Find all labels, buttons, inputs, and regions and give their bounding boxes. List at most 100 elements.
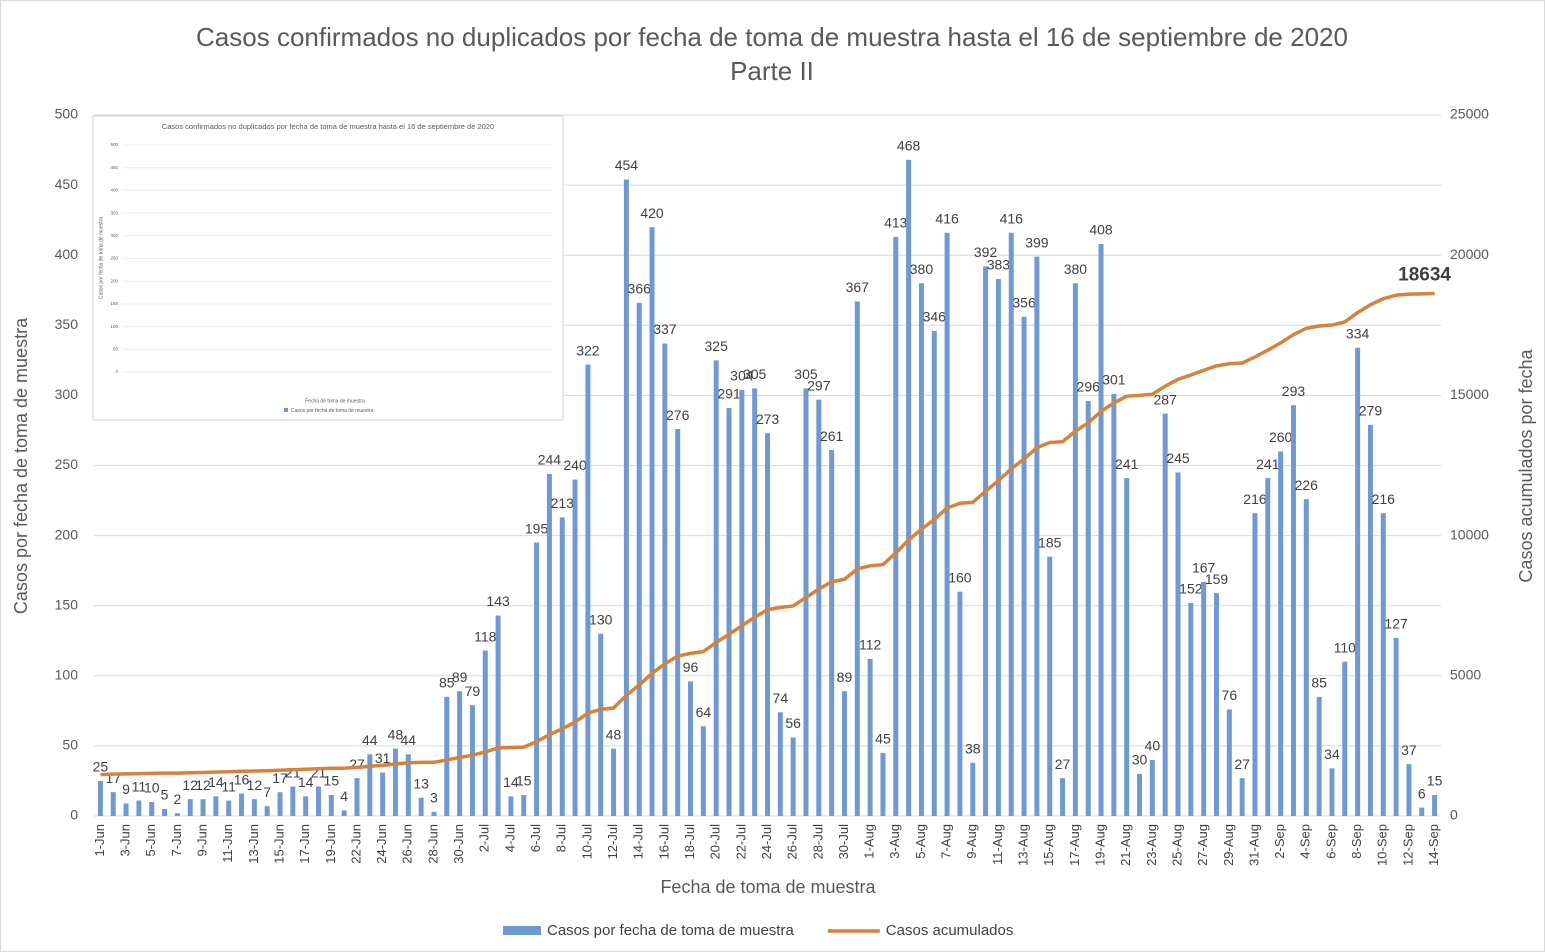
data-label: 216: [1372, 491, 1396, 507]
x-tick-label: 8-Sep: [1349, 824, 1364, 859]
data-label: 6: [1418, 785, 1426, 801]
x-tick-label: 9-Aug: [964, 824, 979, 859]
data-label: 44: [401, 732, 417, 748]
data-label: 346: [923, 309, 947, 325]
data-label: 413: [884, 215, 908, 231]
data-label: 64: [696, 704, 712, 720]
x-tick-label: 20-Jul: [708, 824, 723, 860]
bar: [944, 232, 950, 816]
bar: [1034, 256, 1040, 816]
x-tick-label: 22-Jul: [733, 824, 748, 860]
bar: [469, 705, 475, 816]
legend-swatch: [503, 926, 541, 935]
inset-y-tick-label: 450: [110, 165, 118, 170]
y2-tick-label: 25000: [1450, 106, 1489, 122]
bar: [149, 801, 155, 816]
bar: [123, 803, 129, 816]
bar: [790, 737, 796, 816]
bar: [1175, 472, 1181, 816]
data-label: 276: [666, 407, 690, 423]
x-tick-label: 18-Jul: [682, 824, 697, 860]
bar: [226, 800, 232, 816]
data-label: 305: [794, 366, 818, 382]
bar: [277, 792, 283, 816]
y-tick-label: 200: [55, 526, 79, 542]
bar: [559, 517, 565, 816]
y-tick-label: 300: [55, 386, 79, 402]
data-label: 17: [272, 770, 288, 786]
y-tick-label: 50: [62, 737, 78, 753]
bar: [752, 388, 758, 816]
x-tick-label: 22-Jun: [348, 824, 363, 864]
bar: [1367, 424, 1373, 816]
bar: [726, 408, 732, 816]
data-label: 48: [388, 726, 404, 742]
data-label: 468: [897, 138, 921, 154]
data-label: 27: [1055, 756, 1071, 772]
data-label: 241: [1256, 456, 1280, 472]
data-label: 127: [1384, 616, 1408, 632]
bar: [585, 364, 591, 816]
inset-y-tick-label: 50: [113, 346, 119, 351]
data-label: 392: [974, 244, 998, 260]
data-label: 167: [1192, 560, 1216, 576]
bar: [1419, 807, 1425, 816]
bar: [906, 159, 912, 816]
inset-image: Casos confirmados no duplicados por fech…: [92, 115, 564, 421]
data-label: 416: [1000, 210, 1024, 226]
x-tick-label: 25-Aug: [1169, 824, 1184, 866]
data-label: 12: [182, 777, 198, 793]
data-label: 89: [452, 669, 468, 685]
bar: [1342, 661, 1348, 816]
x-tick-label: 19-Aug: [1092, 824, 1107, 866]
legend-label: Casos acumulados: [886, 922, 1014, 939]
bar: [546, 473, 552, 816]
bar: [534, 542, 540, 816]
data-label: 16: [234, 771, 250, 787]
inset-y-tick-label: 0: [115, 369, 118, 374]
bar: [1316, 696, 1322, 816]
bar: [816, 399, 822, 816]
x-tick-label: 30-Jul: [836, 824, 851, 860]
bar: [1085, 401, 1091, 816]
x-tick-label: 23-Aug: [1144, 824, 1159, 866]
x-tick-label: 8-Jul: [554, 824, 569, 852]
bar: [1188, 602, 1194, 816]
x-tick-label: 13-Jun: [246, 824, 261, 864]
data-label: 4: [340, 788, 348, 804]
inset-legend-label: Casos por fecha de toma de muestra: [291, 408, 373, 414]
inset-frame: [92, 115, 564, 421]
bar: [662, 343, 668, 816]
bar: [495, 615, 501, 816]
data-label: 130: [589, 611, 613, 627]
bar: [521, 794, 527, 816]
bar: [765, 433, 770, 816]
bar: [1303, 499, 1309, 816]
x-tick-label: 16-Jul: [656, 824, 671, 860]
data-label: 416: [935, 210, 959, 226]
bar: [1060, 778, 1066, 816]
bar: [970, 762, 976, 816]
y-tick-label: 500: [55, 106, 79, 122]
x-tick-label: 2-Jul: [477, 824, 492, 852]
data-label: 44: [362, 732, 378, 748]
bar: [688, 681, 694, 816]
data-label: 31: [375, 750, 391, 766]
bar: [1278, 451, 1284, 816]
bar: [1432, 794, 1438, 816]
x-tick-label: 6-Sep: [1323, 824, 1338, 859]
bar: [854, 301, 860, 816]
data-label: 85: [439, 675, 455, 691]
x-tick-label: 12-Jul: [605, 824, 620, 860]
x-tick-label: 5-Aug: [913, 824, 928, 859]
bar: [328, 794, 334, 816]
data-label: 380: [1064, 261, 1088, 277]
inset-x-title: Fecha de toma de muestra: [305, 398, 365, 404]
inset-y-tick-label: 200: [110, 278, 118, 283]
x-tick-label: 26-Jul: [785, 824, 800, 860]
bar: [482, 650, 488, 816]
y-axis-title: Casos por fecha de toma de muestra: [11, 317, 31, 614]
data-label: 160: [948, 569, 972, 585]
bar: [457, 691, 463, 816]
y-tick-label: 350: [55, 316, 79, 332]
